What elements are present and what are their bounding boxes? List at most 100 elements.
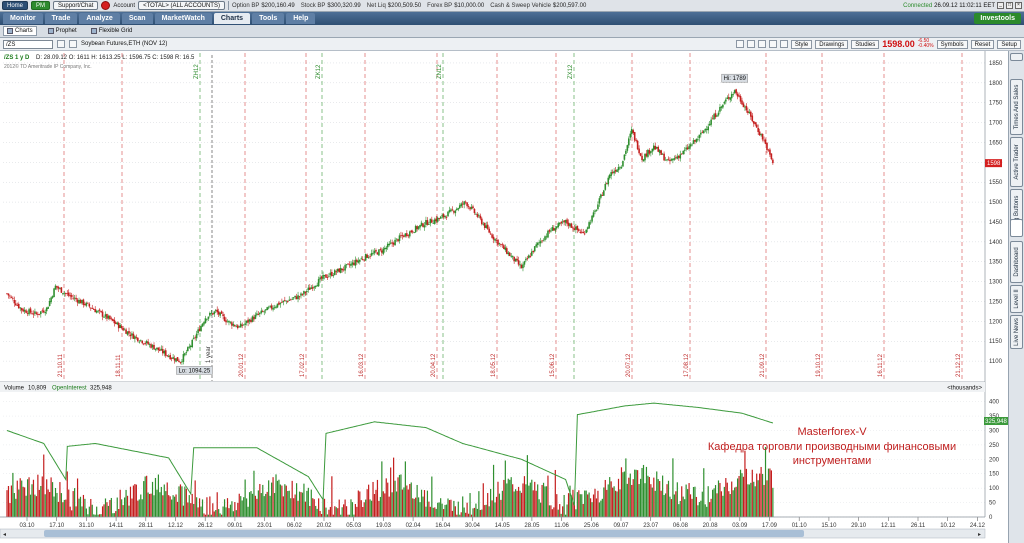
candle-down (241, 324, 243, 326)
candle-down (667, 158, 670, 160)
account-select[interactable]: <TOTAL> (ALL ACCOUNTS) (138, 1, 225, 10)
sidebar-collapse-icon[interactable] (1010, 53, 1023, 61)
candle-up (107, 315, 110, 319)
tool-icon-3[interactable] (757, 40, 766, 48)
volume-bar (375, 489, 377, 517)
volume-bar (531, 479, 533, 517)
tool-icon-1[interactable] (735, 40, 744, 48)
candle-up (625, 150, 627, 154)
tab-scan[interactable]: Scan (121, 13, 153, 24)
forex-bp: Forex BP $10,000.00 (427, 3, 487, 9)
volume-bar (654, 490, 656, 517)
home-button[interactable]: Home (2, 1, 29, 10)
symbol-lookup-icon[interactable] (57, 40, 65, 48)
symbol-input[interactable]: /ZS (3, 39, 53, 49)
volume-bar (629, 473, 631, 517)
candle-down (284, 300, 286, 301)
volume-bar (706, 506, 708, 517)
volume-bar (764, 447, 767, 517)
candle-down (553, 228, 555, 231)
candle-down (503, 245, 505, 250)
candle-up (420, 222, 423, 226)
record-icon[interactable] (101, 1, 111, 10)
volume-bar (222, 506, 224, 517)
volume-bar (741, 473, 743, 517)
volume-bar (544, 486, 546, 517)
subtab-charts[interactable]: Charts (3, 26, 37, 36)
volume-bar (509, 479, 511, 517)
tool-icon-4[interactable] (768, 40, 777, 48)
sidebar-tab-live-news[interactable]: Live News (1010, 315, 1023, 349)
volume-bar (369, 499, 371, 517)
volume-bar (538, 499, 540, 517)
chart-area[interactable]: 21.10.11 18.11.11 ZH12 20.01.12 17.02.12 ZK12… (0, 51, 1008, 543)
tab-marketwatch[interactable]: MarketWatch (154, 13, 212, 24)
candle-down (198, 328, 201, 332)
tab-charts[interactable]: Charts (213, 13, 251, 24)
candle-up (628, 138, 630, 146)
volume-bar (445, 504, 448, 517)
candle-down (476, 214, 479, 217)
drawings-button[interactable]: Drawings (815, 39, 849, 49)
time-tick-label: 05.03 (346, 523, 362, 529)
volume-bar (96, 506, 98, 517)
volume-bar (119, 489, 121, 517)
candle-up (423, 225, 426, 228)
minimize-icon[interactable]: _ (997, 2, 1004, 9)
sidebar-tab-times-and-sales[interactable]: Times And Sales (1010, 79, 1023, 135)
sidebar-tab-dashboard[interactable]: Dashboard (1010, 241, 1023, 283)
volume-bar (153, 495, 155, 517)
candle-down (442, 214, 445, 218)
volume-bar (141, 499, 143, 517)
volume-bar (748, 484, 750, 517)
investools-button[interactable]: Investools (974, 13, 1021, 24)
volume-bar (350, 499, 352, 517)
tab-help[interactable]: Help (286, 13, 316, 24)
stock-bp-value: $300,320.99 (327, 2, 361, 9)
sidebar-tab-active-trader[interactable]: Active Trader (1010, 137, 1023, 187)
tab-trade[interactable]: Trade (44, 13, 78, 24)
candle-down (176, 357, 179, 361)
volume-bar (326, 514, 329, 517)
candle-down (750, 111, 752, 117)
close-icon[interactable]: × (1015, 2, 1022, 9)
candle-down (179, 362, 182, 363)
support-chat-button[interactable]: Support/Chat (53, 1, 99, 10)
sidebar-tab-mini[interactable] (1010, 219, 1023, 237)
tab-tools[interactable]: Tools (252, 13, 285, 24)
symbols-button[interactable]: Symbols (936, 39, 968, 49)
volume-tick-label: 300 (989, 428, 1000, 434)
candle-down (483, 222, 486, 228)
volume-bar (697, 505, 699, 517)
scroll-left-icon[interactable]: ◂ (3, 532, 6, 538)
scroll-right-icon[interactable]: ▸ (978, 532, 981, 538)
pm-button[interactable]: PM (31, 1, 51, 10)
sidebar-tab-level-ii[interactable]: Level II (1010, 285, 1023, 313)
candle-down (92, 309, 95, 310)
tab-analyze[interactable]: Analyze (79, 13, 120, 24)
volume-bar (331, 476, 333, 517)
volume-bar (125, 489, 127, 517)
volume-bar (248, 492, 251, 517)
volume-bar (290, 498, 292, 517)
setup-button[interactable]: Setup (997, 39, 1021, 49)
time-tick-label: 14.11 (109, 523, 124, 529)
candle-up (538, 242, 540, 244)
volume-bar (260, 493, 262, 517)
scrollbar-thumb[interactable] (44, 530, 804, 537)
link-icon[interactable] (69, 40, 77, 48)
candle-up (62, 293, 64, 295)
style-button[interactable]: Style (790, 39, 813, 49)
subtab-flexible-grid[interactable]: Flexible Grid (88, 26, 136, 36)
maximize-icon[interactable]: □ (1006, 2, 1013, 9)
tool-icon-2[interactable] (746, 40, 755, 48)
tool-icon-5[interactable] (779, 40, 788, 48)
studies-button[interactable]: Studies (851, 39, 880, 49)
tab-monitor[interactable]: Monitor (3, 13, 43, 24)
price-change-pct: -0.40% (917, 43, 934, 49)
reset-button[interactable]: Reset (970, 39, 995, 49)
volume-bar (319, 510, 321, 517)
volume-bar (218, 509, 220, 517)
subtab-prophet[interactable]: Prophet (45, 26, 80, 36)
volume-bar (470, 514, 473, 517)
